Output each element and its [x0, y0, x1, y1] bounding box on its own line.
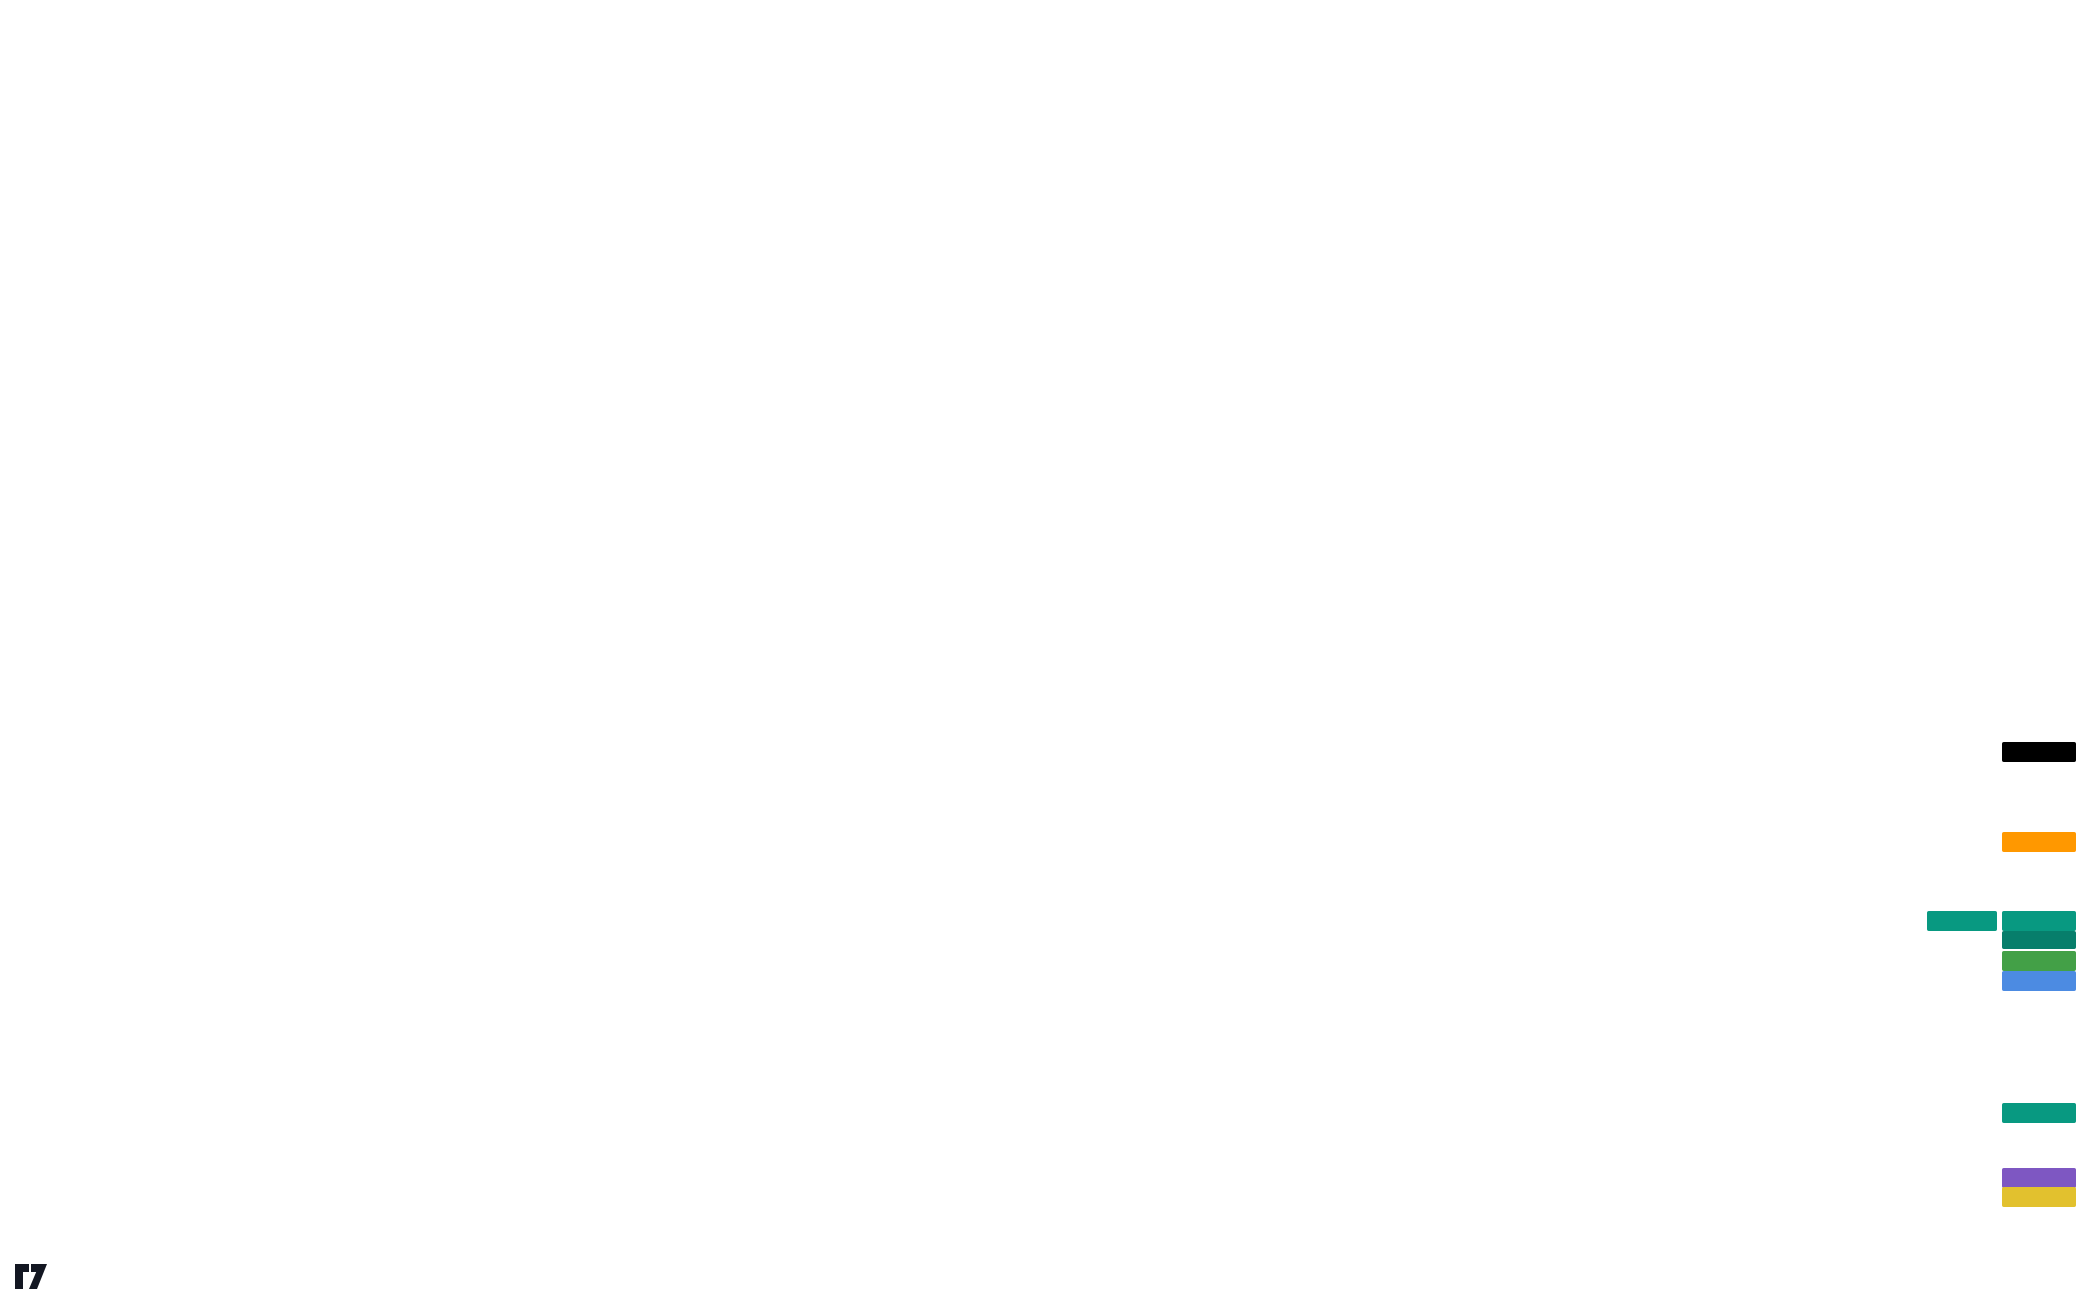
rsi-value-badge [2002, 1168, 2076, 1188]
ma9-price-badge [2002, 951, 2076, 971]
symbol-price-label [1927, 911, 1997, 931]
ma200-price-badge [2002, 742, 2076, 762]
volume-badge [2002, 1103, 2076, 1123]
last-price-badge [2002, 911, 2076, 931]
ma100-price-badge [2002, 832, 2076, 852]
ma50-price-badge [2002, 971, 2076, 991]
rsi-ma-badge [2002, 1187, 2076, 1207]
tradingview-logo[interactable] [14, 1263, 57, 1290]
countdown-badge [2002, 931, 2076, 949]
chart-legend [13, 33, 20, 51]
tradingview-logo-icon [15, 1264, 47, 1289]
